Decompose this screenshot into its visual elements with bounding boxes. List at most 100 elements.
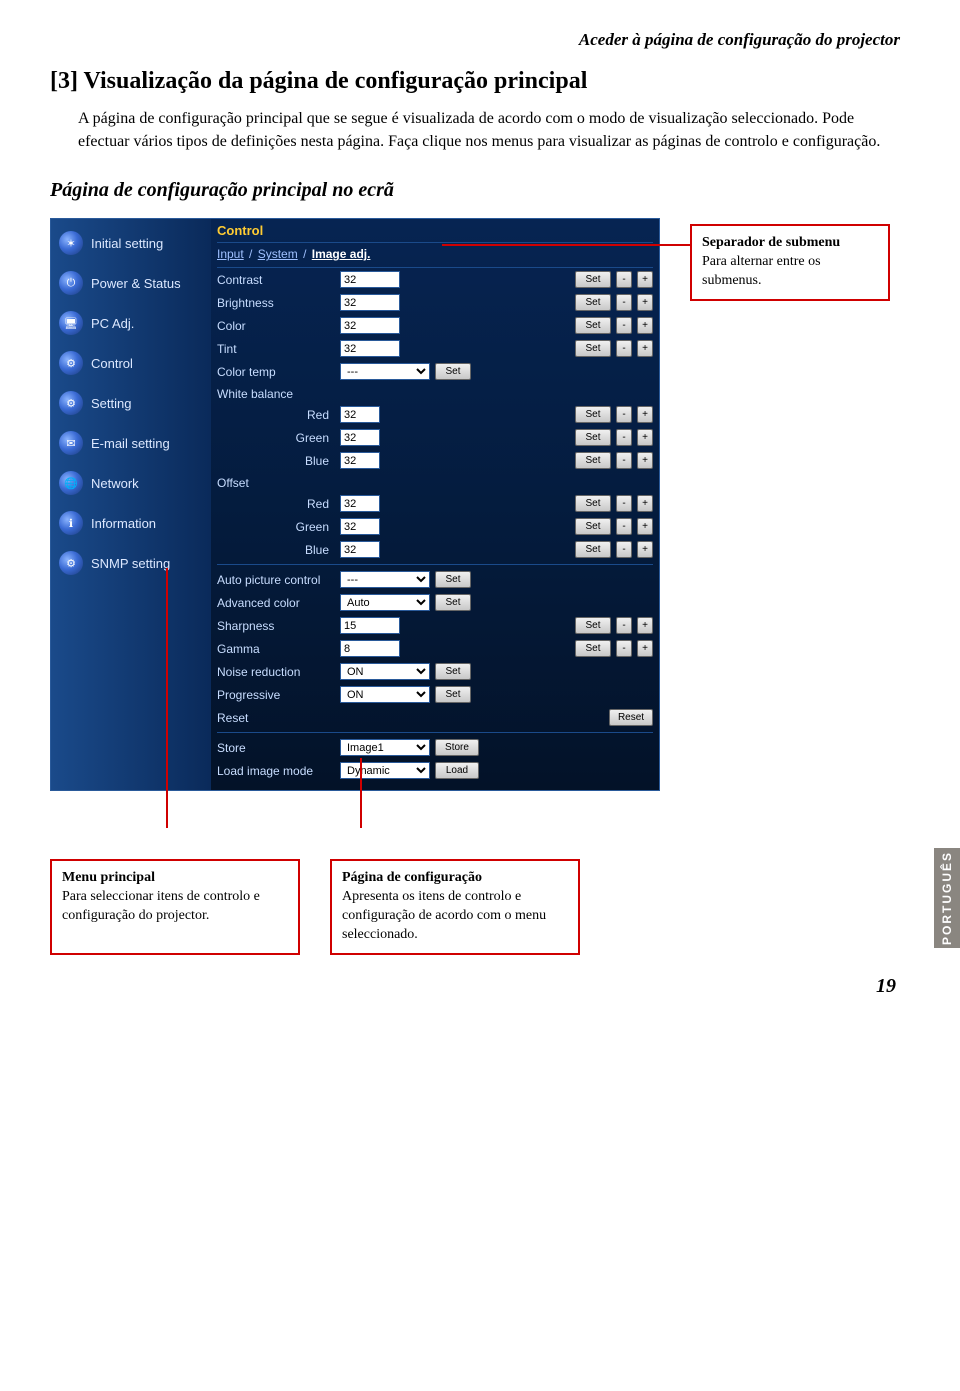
plus-button[interactable]: + [637,541,653,558]
menu-icon: ⚙ [59,351,83,375]
plus-button[interactable]: + [637,495,653,512]
set-button[interactable]: Set [435,686,471,703]
sidebar-item-label: Control [91,356,133,371]
row-sharpness: Sharpness Set - + [217,614,653,637]
set-button[interactable]: Set [575,452,611,469]
input-brightness[interactable] [340,294,400,311]
reset-button[interactable]: Reset [609,709,653,726]
row-green: GreenSet-+ [217,515,653,538]
menu-icon: ℹ [59,511,83,535]
subsection-title: Página de configuração principal no ecrã [50,179,900,202]
input-red[interactable] [340,406,380,423]
input-green[interactable] [340,429,380,446]
set-button[interactable]: Set [575,340,611,357]
sidebar-item-pc-adj-[interactable]: 🖥PC Adj. [51,303,211,343]
tab-input[interactable]: Input [217,247,244,261]
minus-button[interactable]: - [616,452,632,469]
label-contrast: Contrast [217,273,335,287]
row-blue: BlueSet-+ [217,449,653,472]
set-button[interactable]: Set [575,518,611,535]
input-contrast[interactable] [340,271,400,288]
input-tint[interactable] [340,340,400,357]
sidebar-item-setting[interactable]: ⚙Setting [51,383,211,423]
store-button[interactable]: Store [435,739,479,756]
minus-button[interactable]: - [616,640,632,657]
input-sharpness[interactable] [340,617,400,634]
input-red[interactable] [340,495,380,512]
body-text: A página de configuração principal que s… [78,107,900,153]
callout-line [442,244,690,246]
select-store[interactable]: Image1 [340,739,430,756]
minus-button[interactable]: - [616,271,632,288]
panel-title: Control [217,221,653,243]
tab-system[interactable]: System [258,247,298,261]
minus-button[interactable]: - [616,518,632,535]
set-button[interactable]: Set [575,617,611,634]
language-tab: PORTUGUÊS [934,848,960,948]
select-noise[interactable]: ON [340,663,430,680]
minus-button[interactable]: - [616,340,632,357]
plus-button[interactable]: + [637,406,653,423]
row-reset: Reset Reset [217,706,653,729]
load-button[interactable]: Load [435,762,479,779]
plus-button[interactable]: + [637,452,653,469]
menu-icon: 🖥 [59,311,83,335]
sidebar-item-initial-setting[interactable]: ✶Initial setting [51,223,211,263]
select-color-temp[interactable]: --- [340,363,430,380]
plus-button[interactable]: + [637,640,653,657]
sidebar-item-information[interactable]: ℹInformation [51,503,211,543]
set-button[interactable]: Set [575,271,611,288]
row-store: Store Image1 Store [217,736,653,759]
minus-button[interactable]: - [616,617,632,634]
sidebar-item-snmp-setting[interactable]: ⚙SNMP setting [51,543,211,583]
sidebar-item-label: E-mail setting [91,436,170,451]
set-button[interactable]: Set [435,571,471,588]
set-button[interactable]: Set [575,541,611,558]
set-button[interactable]: Set [435,594,471,611]
sidebar-item-power-status[interactable]: ⏻Power & Status [51,263,211,303]
plus-button[interactable]: + [637,271,653,288]
minus-button[interactable]: - [616,294,632,311]
set-button[interactable]: Set [575,406,611,423]
sidebar-item-e-mail-setting[interactable]: ✉ E-mail setting [51,423,211,463]
label-store: Store [217,741,335,755]
plus-button[interactable]: + [637,518,653,535]
divider [217,564,653,565]
set-button[interactable]: Set [435,663,471,680]
sidebar-item-control[interactable]: ⚙ Control [51,343,211,383]
tab-image-adj[interactable]: Image adj. [312,247,371,261]
input-gamma[interactable] [340,640,400,657]
set-button[interactable]: Set [575,640,611,657]
plus-button[interactable]: + [637,429,653,446]
set-button[interactable]: Set [575,317,611,334]
select-load[interactable]: Dynamic [340,762,430,779]
plus-button[interactable]: + [637,317,653,334]
minus-button[interactable]: - [616,541,632,558]
input-blue[interactable] [340,452,380,469]
set-button[interactable]: Set [435,363,471,380]
callout-line [166,568,168,828]
minus-button[interactable]: - [616,495,632,512]
input-blue[interactable] [340,541,380,558]
minus-button[interactable]: - [616,317,632,334]
input-green[interactable] [340,518,380,535]
minus-button[interactable]: - [616,429,632,446]
set-button[interactable]: Set [575,429,611,446]
sidebar-item-network[interactable]: 🌐Network [51,463,211,503]
row-load: Load image mode Dynamic Load [217,759,653,782]
submenu-tabs: Input / System / Image adj. [217,243,653,268]
plus-button[interactable]: + [637,294,653,311]
divider [217,732,653,733]
set-button[interactable]: Set [575,294,611,311]
select-advanced-color[interactable]: Auto [340,594,430,611]
plus-button[interactable]: + [637,340,653,357]
input-color[interactable] [340,317,400,334]
select-progressive[interactable]: ON [340,686,430,703]
tab-sep: / [246,247,256,261]
menu-icon: ✉ [59,431,83,455]
select-auto-picture[interactable]: --- [340,571,430,588]
minus-button[interactable]: - [616,406,632,423]
set-button[interactable]: Set [575,495,611,512]
label-advanced-color: Advanced color [217,596,335,610]
plus-button[interactable]: + [637,617,653,634]
